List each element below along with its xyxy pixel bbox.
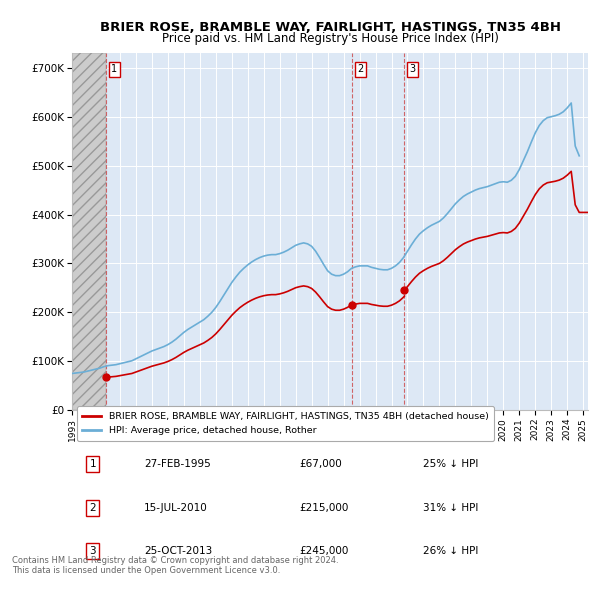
Text: 27-FEB-1995: 27-FEB-1995 (144, 459, 211, 469)
Text: 2: 2 (357, 64, 363, 74)
Text: £67,000: £67,000 (299, 459, 342, 469)
Text: 2: 2 (89, 503, 96, 513)
Text: 25-OCT-2013: 25-OCT-2013 (144, 546, 212, 556)
Text: 1: 1 (111, 64, 117, 74)
Text: 3: 3 (89, 546, 96, 556)
Text: £245,000: £245,000 (299, 546, 349, 556)
Text: 3: 3 (409, 64, 415, 74)
Text: Contains HM Land Registry data © Crown copyright and database right 2024.
This d: Contains HM Land Registry data © Crown c… (12, 556, 338, 575)
Text: BRIER ROSE, BRAMBLE WAY, FAIRLIGHT, HASTINGS, TN35 4BH: BRIER ROSE, BRAMBLE WAY, FAIRLIGHT, HAST… (100, 21, 560, 34)
Text: £215,000: £215,000 (299, 503, 349, 513)
Text: 26% ↓ HPI: 26% ↓ HPI (423, 546, 478, 556)
Text: 31% ↓ HPI: 31% ↓ HPI (423, 503, 478, 513)
Text: Price paid vs. HM Land Registry's House Price Index (HPI): Price paid vs. HM Land Registry's House … (161, 32, 499, 45)
Text: 25% ↓ HPI: 25% ↓ HPI (423, 459, 478, 469)
Legend: BRIER ROSE, BRAMBLE WAY, FAIRLIGHT, HASTINGS, TN35 4BH (detached house), HPI: Av: BRIER ROSE, BRAMBLE WAY, FAIRLIGHT, HAST… (77, 407, 494, 441)
Text: 15-JUL-2010: 15-JUL-2010 (144, 503, 208, 513)
Bar (72, 53, 106, 410)
Text: 1: 1 (89, 459, 96, 469)
